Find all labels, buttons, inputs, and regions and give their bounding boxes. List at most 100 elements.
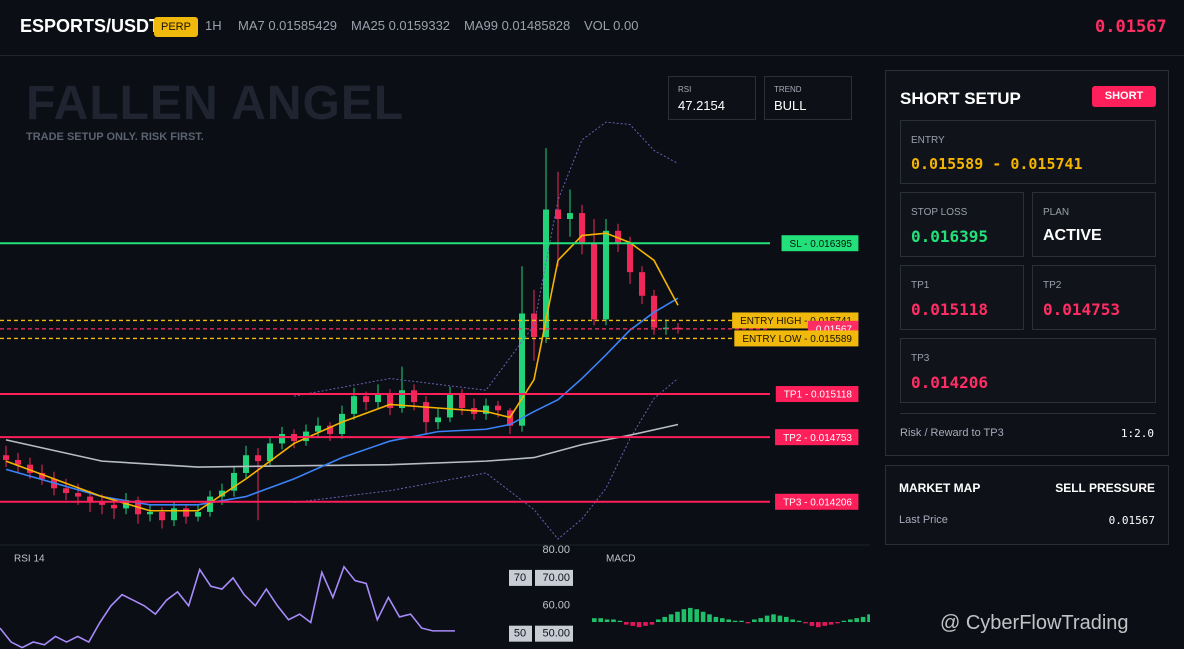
rr-value: 1:2.0 bbox=[1120, 427, 1154, 440]
rsi-value: 47.2154 bbox=[678, 98, 725, 113]
level-tag: ENTRY LOW - 0.015589 bbox=[734, 330, 859, 347]
entry-value: 0.015589 - 0.015741 bbox=[911, 155, 1083, 173]
candle-body bbox=[315, 425, 321, 432]
ma7: MA7 0.01585429 bbox=[238, 18, 338, 33]
candle-body bbox=[615, 230, 621, 243]
plan-value: ACTIVE bbox=[1043, 227, 1102, 244]
macd-bar bbox=[822, 622, 827, 626]
macd-bar bbox=[643, 622, 648, 626]
tp1-label: TP1 bbox=[911, 280, 930, 291]
macd-bar bbox=[720, 618, 725, 623]
level-tag: TP3 - 0.014206 bbox=[775, 493, 859, 510]
level-label: TP1 - 0.015118 bbox=[784, 390, 853, 401]
candle-body bbox=[603, 230, 609, 320]
level-label: SL - 0.016395 bbox=[790, 239, 853, 250]
last-price: 0.01567 bbox=[1095, 17, 1167, 37]
subtitle: TRADE SETUP ONLY. RISK FIRST. bbox=[26, 131, 204, 143]
candle-body bbox=[39, 472, 45, 479]
candle-body bbox=[531, 313, 537, 338]
candle-body bbox=[495, 405, 501, 411]
candle-body bbox=[27, 464, 33, 473]
macd-bar bbox=[764, 615, 770, 623]
macd-bar bbox=[771, 614, 776, 623]
macd-bar bbox=[688, 607, 693, 623]
candle-body bbox=[555, 209, 561, 219]
watermark-title: FALLEN ANGEL bbox=[26, 77, 405, 130]
macd-bar bbox=[713, 616, 719, 623]
last-label: Last Price bbox=[899, 514, 948, 526]
macd-bar bbox=[790, 619, 795, 623]
setup-title: SHORT SETUP bbox=[900, 89, 1021, 108]
rsi-label: RSI bbox=[678, 85, 692, 94]
candle-body bbox=[591, 242, 597, 320]
header: ESPORTS/USDT PERP 1H MA7 0.01585429 MA25… bbox=[0, 0, 1184, 56]
candle-body bbox=[87, 496, 93, 503]
macd-bar bbox=[649, 622, 655, 625]
watermark: @ CyberFlowTrading bbox=[940, 612, 1129, 634]
candle-body bbox=[183, 508, 189, 517]
candle-body bbox=[231, 472, 237, 491]
level-label: ENTRY LOW - 0.015589 bbox=[742, 334, 852, 345]
y-tick-label: 60.00 bbox=[542, 600, 570, 612]
macd-bar bbox=[828, 622, 834, 625]
candle-body bbox=[327, 425, 333, 434]
y-tick-label: 80.00 bbox=[542, 544, 570, 556]
candle-body bbox=[627, 242, 633, 273]
level-tag-bg bbox=[781, 235, 859, 252]
candle-body bbox=[411, 390, 417, 403]
panel-title: RSI 14 bbox=[14, 554, 45, 565]
interval[interactable]: 1H bbox=[205, 18, 222, 33]
level-label: 0.01567 bbox=[816, 324, 853, 335]
macd-bar bbox=[668, 614, 674, 623]
macd-bar bbox=[796, 620, 802, 623]
candle-body bbox=[207, 496, 213, 512]
candle-body bbox=[675, 327, 681, 330]
ma25: MA25 0.0159332 bbox=[351, 18, 451, 33]
y-tick-label: 70.00 bbox=[542, 572, 570, 584]
macd-bar bbox=[611, 619, 616, 623]
candle-body bbox=[339, 413, 345, 434]
market-panel: MARKET MAP SELL PRESSURE Last Price 0.01… bbox=[885, 465, 1169, 545]
tp3-value: 0.014206 bbox=[911, 373, 989, 392]
sl-label: STOP LOSS bbox=[911, 207, 968, 218]
macd-bar bbox=[835, 622, 840, 624]
candle-body bbox=[111, 504, 117, 509]
macd-bar bbox=[809, 622, 815, 626]
candle-body bbox=[99, 502, 105, 505]
candle-body bbox=[75, 493, 81, 497]
chart: SL - 0.016395 ENTRY HIGH - 0.0157410.0156… bbox=[0, 121, 870, 649]
level-badge-bg bbox=[509, 569, 532, 586]
volume: VOL 0.00 bbox=[584, 18, 639, 33]
level-label: TP3 - 0.014206 bbox=[783, 497, 852, 508]
level-badge-bg bbox=[509, 625, 532, 642]
tp2-card: TP2 0.014753 bbox=[1032, 265, 1156, 330]
candle-body bbox=[483, 405, 489, 414]
macd-bar bbox=[848, 619, 853, 623]
rsi-box: RSI 47.2154 bbox=[668, 76, 756, 120]
level-tag-bg bbox=[775, 386, 859, 403]
candle-body bbox=[159, 511, 165, 521]
candle-body bbox=[363, 396, 369, 403]
ma99: MA99 0.01485828 bbox=[464, 18, 571, 33]
level-label: TP2 - 0.014753 bbox=[783, 433, 852, 444]
entry-card: ENTRY 0.015589 - 0.015741 bbox=[900, 120, 1156, 184]
candle-body bbox=[567, 213, 573, 219]
macd-bar bbox=[675, 611, 680, 623]
macd-bar bbox=[636, 622, 642, 628]
trend-value: BULL bbox=[774, 98, 807, 113]
tp2-label: TP2 bbox=[1043, 280, 1062, 291]
rr-label: Risk / Reward to TP3 bbox=[900, 427, 1004, 439]
level-tag: TP1 - 0.015118 bbox=[775, 386, 859, 403]
indicator-line bbox=[5, 423, 679, 468]
macd-bar bbox=[867, 614, 870, 623]
candle-body bbox=[267, 443, 273, 462]
level-badge: 50 bbox=[514, 628, 526, 640]
short-badge[interactable]: SHORT bbox=[1092, 86, 1156, 107]
candle-body bbox=[375, 393, 381, 403]
candle-body bbox=[519, 313, 525, 426]
market-title: MARKET MAP bbox=[899, 481, 981, 495]
macd-bar bbox=[726, 619, 731, 623]
symbol: ESPORTS/USDT bbox=[20, 16, 161, 36]
badge: PERP bbox=[154, 17, 198, 37]
tp3-label: TP3 bbox=[911, 353, 930, 364]
